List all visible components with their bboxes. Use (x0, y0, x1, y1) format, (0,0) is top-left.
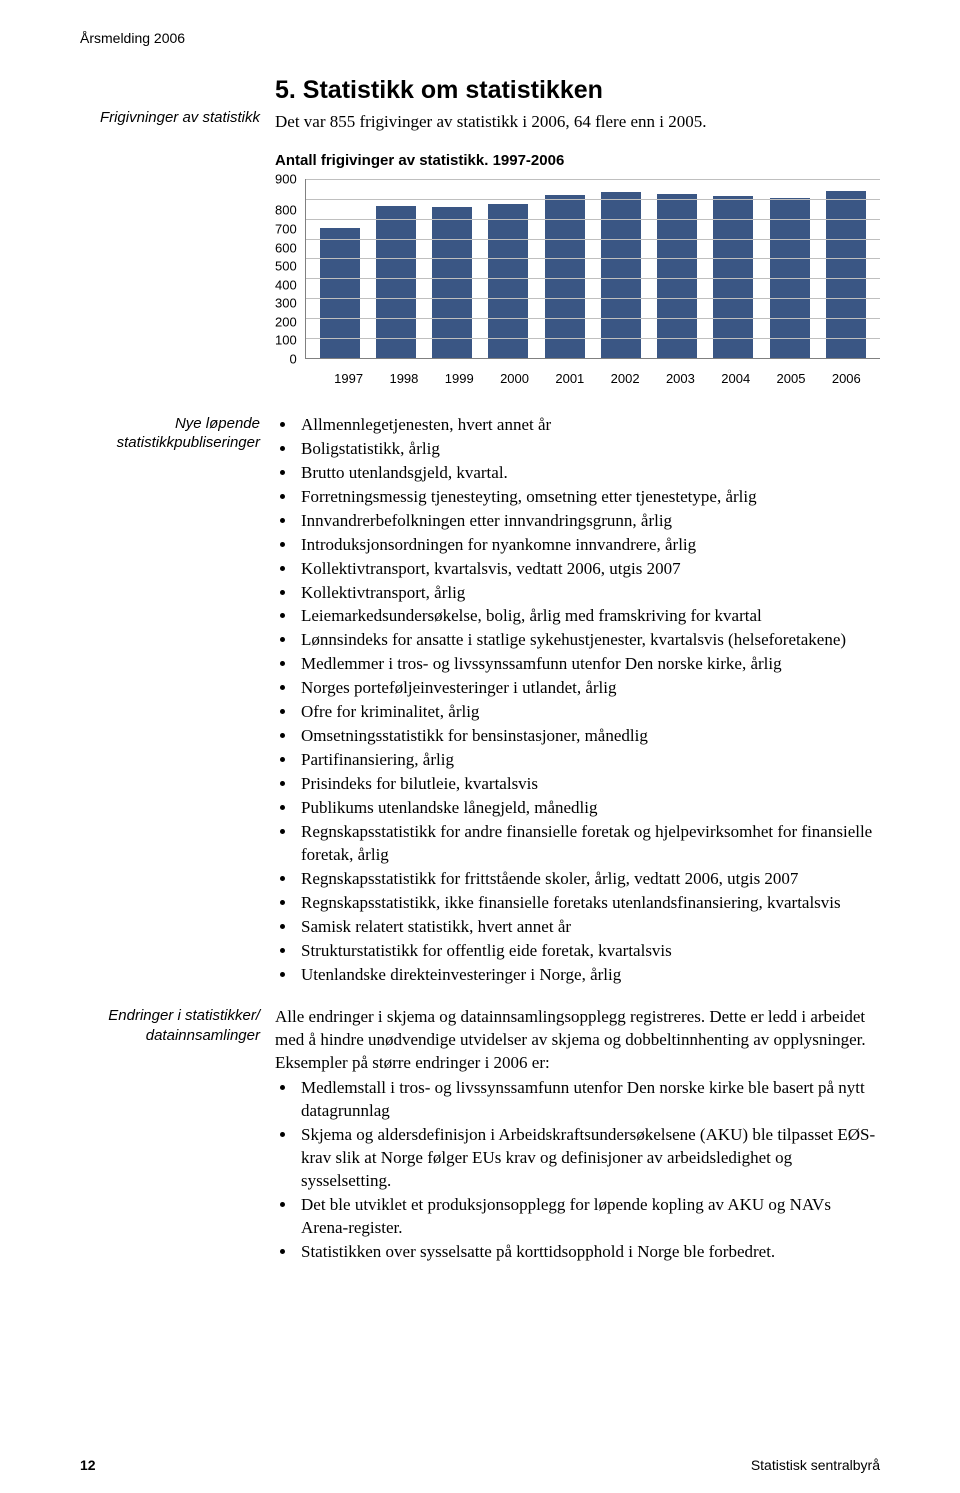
bar-chart: 9008007006005004003002001000 (275, 179, 880, 359)
list-item: Ofre for kriminalitet, årlig (297, 701, 880, 724)
list-item: Prisindeks for bilutleie, kvartalsvis (297, 773, 880, 796)
list-item: Samisk relatert statistikk, hvert annet … (297, 916, 880, 939)
list-item: Regnskapsstatistikk, ikke finansielle fo… (297, 892, 880, 915)
chart-y-tick: 600 (275, 241, 297, 254)
chart-x-labels: 1997 1998 1999 2000 2001 2002 2003 2004 2005 2006 (315, 367, 880, 386)
chart-x-axis-wrap: 1997 1998 1999 2000 2001 2002 2003 2004 2005 2006 (275, 367, 880, 386)
list-item: Medlemstall i tros- og livssynssamfunn u… (297, 1077, 880, 1123)
chart-y-tick: 900 (275, 172, 297, 185)
chart-bar (770, 198, 810, 358)
list-item: Skjema og aldersdefinisjon i Arbeidskraf… (297, 1124, 880, 1193)
list-item: Publikums utenlandske lånegjeld, månedli… (297, 797, 880, 820)
chart-bar (826, 191, 866, 358)
running-header: Årsmelding 2006 (80, 30, 880, 46)
list-item: Partifinansiering, årlig (297, 749, 880, 772)
list-item: Strukturstatistikk for offentlig eide fo… (297, 940, 880, 963)
intro-text: Det var 855 frigivinger av statistikk i … (275, 111, 880, 134)
list-item: Kollektivtransport, kvartalsvis, vedtatt… (297, 558, 880, 581)
footer-publisher: Statistisk sentralbyrå (751, 1457, 880, 1473)
chart-x-label: 1997 (329, 371, 369, 386)
list-item: Omsetningsstatistikk for bensinstasjoner… (297, 725, 880, 748)
list-item: Statistikken over sysselsatte på korttid… (297, 1241, 880, 1264)
chart-y-axis: 9008007006005004003002001000 (275, 179, 305, 359)
list-item: Norges porteføljeinvesteringer i utlande… (297, 677, 880, 700)
chart-x-label: 2003 (660, 371, 700, 386)
list-item: Allmennlegetjenesten, hvert annet år (297, 414, 880, 437)
list-item: Boligstatistikk, årlig (297, 438, 880, 461)
list-item: Utenlandske direkteinvesteringer i Norge… (297, 964, 880, 987)
bullets-nye: Allmennlegetjenesten, hvert annet årBoli… (275, 414, 880, 987)
list-item: Regnskapsstatistikk for frittstående sko… (297, 868, 880, 891)
page: Årsmelding 2006 Frigivninger av statisti… (0, 0, 960, 1493)
page-number: 12 (80, 1457, 96, 1473)
chart-x-label: 2006 (826, 371, 866, 386)
chart-bar (320, 228, 360, 358)
chart-y-tick: 100 (275, 334, 297, 347)
chart-bar (432, 207, 472, 358)
row-nye: Nye løpende statistikkpubliseringer Allm… (80, 414, 880, 1001)
chart-bar (657, 194, 697, 358)
list-item: Medlemmer i tros- og livssynssamfunn ute… (297, 653, 880, 676)
chart-x-label: 2002 (605, 371, 645, 386)
side-label-endringer: Endringer i statistikker/ datainnsamling… (80, 1006, 275, 1045)
chart-bar (376, 206, 416, 358)
chart-y-tick: 300 (275, 297, 297, 310)
list-item: Lønnsindeks for ansatte i statlige sykeh… (297, 629, 880, 652)
chart-y-tick: 700 (275, 223, 297, 236)
page-footer: 12 Statistisk sentralbyrå (80, 1457, 880, 1473)
chart-bar (601, 192, 641, 358)
endringer-intro: Alle endringer i skjema og datainnsamlin… (275, 1006, 880, 1075)
side-label-frigivninger: Frigivninger av statistikk (80, 76, 275, 128)
list-item: Det ble utviklet et produksjonsopplegg f… (297, 1194, 880, 1240)
list-item: Forretningsmessig tjenesteyting, omsetni… (297, 486, 880, 509)
chart-bar (545, 195, 585, 358)
chart-bar (488, 204, 528, 358)
section-title: 5. Statistikk om statistikken (275, 76, 880, 105)
list-item: Innvandrerbefolkningen etter innvandring… (297, 510, 880, 533)
row-title: Frigivninger av statistikk 5. Statistikk… (80, 76, 880, 386)
chart-bar (713, 196, 753, 358)
chart-x-label: 2004 (716, 371, 756, 386)
list-item: Leiemarkedsundersøkelse, bolig, årlig me… (297, 605, 880, 628)
chart-y-tick: 200 (275, 315, 297, 328)
chart-x-label: 2005 (771, 371, 811, 386)
list-item: Regnskapsstatistikk for andre finansiell… (297, 821, 880, 867)
chart-x-label: 2001 (550, 371, 590, 386)
row-endringer: Endringer i statistikker/ datainnsamling… (80, 1006, 880, 1277)
side-label-nye: Nye løpende statistikkpubliseringer (80, 414, 275, 453)
chart-x-label: 1999 (439, 371, 479, 386)
chart-y-tick: 800 (275, 204, 297, 217)
chart-y-tick: 400 (275, 278, 297, 291)
chart-x-label: 1998 (384, 371, 424, 386)
chart-title: Antall frigivinger av statistikk. 1997-2… (275, 152, 880, 169)
bullets-endringer: Medlemstall i tros- og livssynssamfunn u… (275, 1077, 880, 1264)
list-item: Kollektivtransport, årlig (297, 582, 880, 605)
chart-y-tick: 0 (289, 352, 296, 365)
chart-y-tick: 500 (275, 260, 297, 273)
chart-x-label: 2000 (495, 371, 535, 386)
list-item: Introduksjonsordningen for nyankomne inn… (297, 534, 880, 557)
list-item: Brutto utenlandsgjeld, kvartal. (297, 462, 880, 485)
chart-plot (305, 179, 880, 359)
